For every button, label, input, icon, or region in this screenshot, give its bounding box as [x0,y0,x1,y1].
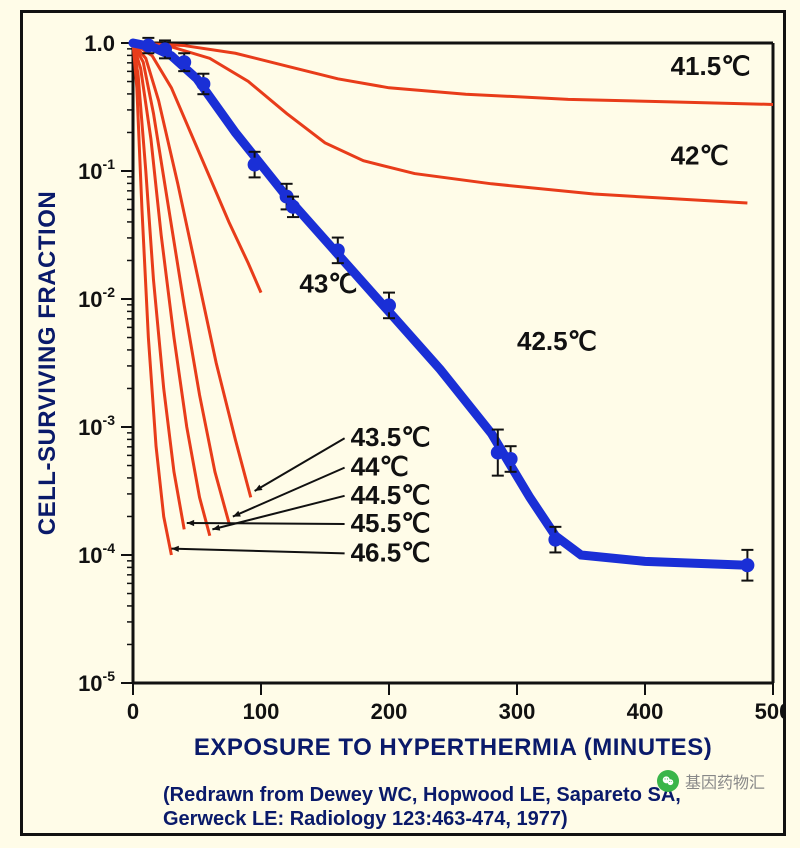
label-arrow [255,438,345,491]
label-arrow [171,549,344,554]
data-point [177,55,191,69]
x-tick-label: 100 [243,699,280,724]
y-tick-label: 10-4 [78,540,115,568]
watermark: 基因药物汇 [657,769,765,793]
data-point [158,42,172,56]
chart-svg: 0 100 200 300 400 500 1.0 10-1 10-2 10-3 10-4 10-5 E… [23,13,783,833]
x-tick-label: 200 [371,699,408,724]
x-tick-label: 300 [499,699,536,724]
curve-label-44: 44℃ [351,452,409,482]
data-point [286,200,300,214]
curve-43.5 [133,43,251,497]
y-tick-label: 10-1 [78,156,115,184]
curve-label-45.5: 45.5℃ [351,508,431,538]
chart-frame: 0 100 200 300 400 500 1.0 10-1 10-2 10-3 10-4 10-5 E… [20,10,786,836]
y-tick-label: 10-2 [78,284,115,312]
x-tick-label: 400 [627,699,664,724]
data-point [141,39,155,53]
curve-label-46.5: 46.5℃ [351,537,431,567]
y-axis-label: CELL-SURVIVING FRACTION [34,191,61,535]
curve-label-43.5: 43.5℃ [351,422,431,452]
arrowhead-icon [171,546,178,552]
data-point [331,243,345,257]
citation-line2: Gerweck LE: Radiology 123:463-474, 1977) [163,808,568,830]
data-point [740,558,754,572]
data-point [196,77,210,91]
curve-label-44.5: 44.5℃ [351,480,431,510]
x-axis-label: EXPOSURE TO HYPERTHERMIA (MINUTES) [194,734,712,761]
arrowhead-icon [187,520,194,526]
curve-42.5 [133,43,747,565]
curve-label-42.5: 42.5℃ [517,326,597,356]
wechat-icon [657,770,679,792]
label-arrow [187,523,345,524]
data-point [491,446,505,460]
data-point [248,158,262,172]
watermark-text: 基因药物汇 [685,769,765,793]
curve-label-41.5: 41.5℃ [671,51,751,81]
data-point [548,533,562,547]
data-point [504,452,518,466]
y-tick-label: 10-5 [78,668,115,696]
y-tick-label: 10-3 [78,412,115,440]
data-point [382,298,396,312]
x-tick-label: 0 [127,699,139,724]
citation-line1: (Redrawn from Dewey WC, Hopwood LE, Sapa… [163,784,681,806]
curve-label-42: 42℃ [671,141,729,171]
x-tick-label: 500 [755,699,783,724]
y-tick-label: 1.0 [84,31,115,56]
curve-46.5 [133,43,171,555]
